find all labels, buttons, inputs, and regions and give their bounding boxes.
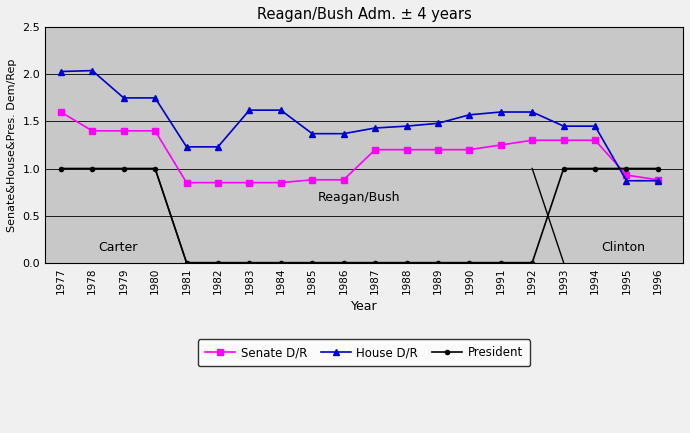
Senate D/R [371,147,380,152]
Senate D/R [591,138,599,143]
Line: Senate D/R: Senate D/R [58,109,661,185]
President [339,260,348,265]
House D/R [528,110,536,115]
House D/R [434,121,442,126]
President [88,166,97,171]
Senate D/R [308,177,317,182]
Senate D/R [245,180,253,185]
House D/R [119,95,128,100]
President [591,166,599,171]
Senate D/R [622,172,631,178]
President [402,260,411,265]
House D/R [88,68,97,73]
President [119,166,128,171]
Line: House D/R: House D/R [57,67,662,184]
Line: President: President [59,166,660,265]
President [182,260,190,265]
House D/R [214,144,222,149]
President [151,166,159,171]
Senate D/R [560,138,568,143]
House D/R [497,110,505,115]
Senate D/R [402,147,411,152]
President [434,260,442,265]
Text: Reagan/Bush: Reagan/Bush [318,191,401,204]
Text: Clinton: Clinton [602,241,645,254]
House D/R [402,123,411,129]
Y-axis label: Senate&House&Pres. Dem/Rep: Senate&House&Pres. Dem/Rep [7,58,17,232]
House D/R [591,123,599,129]
President [245,260,253,265]
President [465,260,473,265]
House D/R [653,178,662,183]
President [371,260,380,265]
President [622,166,631,171]
President [497,260,505,265]
Senate D/R [339,177,348,182]
House D/R [371,126,380,131]
House D/R [245,107,253,113]
Title: Reagan/Bush Adm. ± 4 years: Reagan/Bush Adm. ± 4 years [257,7,471,22]
Senate D/R [151,128,159,133]
X-axis label: Year: Year [351,300,377,313]
President [308,260,317,265]
House D/R [339,131,348,136]
Senate D/R [528,138,536,143]
President [528,260,536,265]
President [214,260,222,265]
President [560,166,568,171]
Senate D/R [88,128,97,133]
House D/R [308,131,317,136]
House D/R [57,69,65,74]
Senate D/R [182,180,190,185]
Senate D/R [434,147,442,152]
Text: Carter: Carter [99,241,138,254]
Legend: Senate D/R, House D/R, President: Senate D/R, House D/R, President [198,339,530,366]
Senate D/R [653,177,662,182]
House D/R [622,178,631,183]
Senate D/R [57,110,65,115]
President [277,260,285,265]
Senate D/R [119,128,128,133]
House D/R [277,107,285,113]
House D/R [151,95,159,100]
House D/R [182,144,190,149]
Senate D/R [214,180,222,185]
President [653,166,662,171]
Senate D/R [497,142,505,148]
President [57,166,65,171]
House D/R [465,112,473,117]
Senate D/R [277,180,285,185]
House D/R [560,123,568,129]
Senate D/R [465,147,473,152]
